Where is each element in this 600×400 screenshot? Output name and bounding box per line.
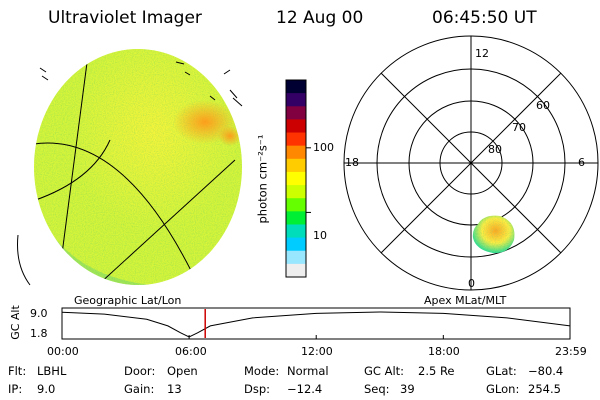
colorbar-band [286, 145, 306, 160]
mlt-label-6: 6 [578, 156, 585, 169]
glon-label: GLon: [486, 382, 520, 396]
timeline-frame [61, 307, 571, 340]
timeline-xtick-1200: 12:00 [301, 345, 333, 358]
colorbar-band [286, 185, 306, 199]
lat-label-70: 70 [512, 121, 526, 134]
glat-value: −80.4 [528, 364, 564, 378]
dsp-value: −12.4 [287, 382, 323, 396]
gain-label: Gain: [124, 382, 155, 396]
timeline-ytick-top: 9.0 [30, 307, 48, 320]
colorbar-frame [285, 79, 307, 278]
colorbar-band [286, 263, 306, 278]
auroral-oval-blob [472, 215, 515, 254]
mlt-label-18: 18 [345, 156, 359, 169]
dsp-label: Dsp: [244, 382, 271, 396]
colorbar-band [286, 93, 306, 107]
observation-date: 12 Aug 00 [276, 8, 364, 28]
colorbar-unit-label: photon cm⁻²s⁻¹ [255, 134, 270, 224]
auroral-hotspot-secondary [218, 126, 242, 146]
timeline-xtick-0600: 06:00 [175, 345, 207, 358]
right-panel-label: Apex MLat/MLT [424, 294, 507, 307]
mlt-label-12: 12 [475, 47, 489, 60]
gain-value: 13 [167, 382, 182, 396]
gc-alt-value: 2.5 Re [418, 364, 455, 378]
timeline-xtick-2359: 23:59 [555, 345, 587, 358]
ip-value: 9.0 [37, 382, 56, 396]
colorbar-band [286, 198, 306, 212]
earth-outline-arc [17, 234, 31, 286]
glat-label: GLat: [486, 364, 517, 378]
mode-label: Mode: [244, 364, 280, 378]
colorbar [285, 79, 311, 278]
mode-value: Normal [287, 364, 329, 378]
ip-label: IP: [8, 382, 23, 396]
geographic-image [17, 49, 243, 286]
colorbar-band [286, 106, 306, 120]
lat-label-60: 60 [536, 99, 550, 112]
colorbar-band [286, 158, 306, 173]
seq-label: Seq: [364, 382, 390, 396]
colorbar-band [286, 119, 306, 134]
colorbar-band [286, 80, 306, 94]
colorbar-band [286, 224, 306, 239]
altitude-timeline [61, 307, 571, 340]
timeline-ytick-bottom: 1.8 [30, 327, 48, 340]
colorbar-band [286, 250, 306, 265]
colorbar-band [286, 211, 306, 226]
lat-label-80: 80 [488, 143, 502, 156]
limb-tick [39, 61, 243, 107]
filter-label: Flt: [8, 364, 27, 378]
timeline-xtick-1800: 18:00 [428, 345, 460, 358]
mlt-label-0: 0 [468, 277, 475, 290]
colorbar-tick-label-10: 10 [313, 229, 327, 242]
observation-time: 06:45:50 UT [432, 8, 537, 28]
left-panel-label: Geographic Lat/Lon [74, 294, 182, 307]
colorbar-band [286, 237, 306, 252]
colorbar-band [286, 171, 306, 186]
gc-alt-label: GC Alt: [364, 364, 405, 378]
timeline-xtick-0000: 00:00 [47, 345, 79, 358]
glon-value: 254.5 [528, 382, 561, 396]
graticule-parallel-1 [34, 142, 206, 285]
colorbar-band [286, 132, 306, 147]
polar-diagonal-2 [380, 72, 562, 254]
filter-value: LBHL [37, 364, 67, 378]
door-label: Door: [124, 364, 156, 378]
graticule-meridian-2 [97, 159, 236, 285]
timeline-ylabel: GC Alt [8, 305, 22, 340]
altitude-curve [61, 311, 571, 338]
colorbar-tick-label-100: 100 [313, 141, 334, 154]
polar-plot [343, 35, 599, 291]
seq-value: 39 [400, 382, 415, 396]
door-value: Open [167, 364, 198, 378]
instrument-title: Ultraviolet Imager [48, 8, 202, 28]
